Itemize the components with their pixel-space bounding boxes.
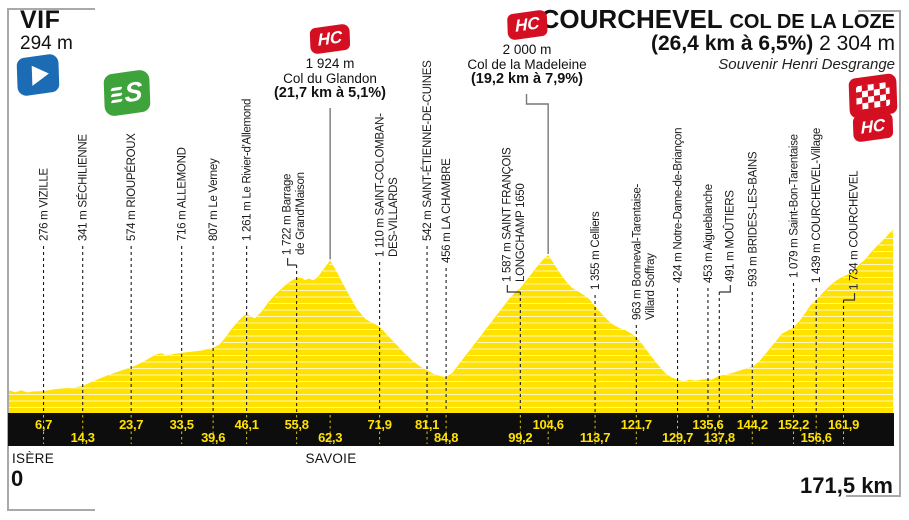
frame-bottom-right-stub xyxy=(846,495,901,497)
frame-left-vertical xyxy=(7,8,9,511)
waypoint-label: 593 m BRIDES-LES-BAINS xyxy=(747,151,759,287)
waypoint-elbow-connector xyxy=(506,285,521,293)
waypoint-elbow-connector xyxy=(843,293,856,301)
distance-label: 81,1 xyxy=(415,417,439,432)
waypoint-label: 1 734 m COURCHEVEL xyxy=(849,170,861,290)
waypoint-label: 1 079 m Saint-Bon-Tarentaise xyxy=(789,134,801,278)
start-town-title: VIF xyxy=(20,6,61,34)
waypoint-label: 963 m Bonneval-Tarentaise- xyxy=(631,184,643,320)
finish-climb-stats: (26,4 km à 6,5%) xyxy=(651,32,814,56)
glandon-annotation: HC 1 924 m Col du Glandon (21,7 km à 5,1… xyxy=(273,23,387,101)
region-label-savoie: SAVOIE xyxy=(305,451,357,466)
distance-label: 104,6 xyxy=(533,417,564,432)
waypoint-label: 542 m SAINT-ÉTIENNE-DE-CUINES xyxy=(421,60,434,241)
finish-climb-name: COL DE LA LOZE xyxy=(729,11,895,33)
distance-bar xyxy=(8,413,894,446)
finish-header: COURCHEVEL COL DE LA LOZE (26,4 km à 6,5… xyxy=(540,4,895,74)
distance-label: 6,7 xyxy=(35,417,52,432)
distance-label: 14,3 xyxy=(71,430,95,445)
finish-title-line: COURCHEVEL COL DE LA LOZE xyxy=(540,4,895,34)
distance-label: 156,6 xyxy=(801,430,832,445)
distance-label: 23,7 xyxy=(119,417,143,432)
finish-town: COURCHEVEL xyxy=(540,4,723,34)
finish-elevation: 2 304 m xyxy=(819,32,895,56)
distance-label: 144,2 xyxy=(737,417,768,432)
waypoint-elbow-connector xyxy=(719,285,731,293)
distance-label: 161,9 xyxy=(828,417,859,432)
waypoint-label: 456 m LA CHAMBRE xyxy=(441,158,453,263)
madeleine-hc-badge: HC xyxy=(506,9,548,41)
distance-label: 71,9 xyxy=(368,417,392,432)
waypoint-label: LONGCHAMP 1650 xyxy=(515,184,527,283)
distance-label: 33,5 xyxy=(170,417,194,432)
waypoint-label: 1 110 m SAINT-COLOMBAN- xyxy=(375,113,387,257)
distance-label: 152,2 xyxy=(778,417,809,432)
frame-top-right-stub xyxy=(858,10,901,12)
distance-label: 84,8 xyxy=(434,430,458,445)
waypoint-label: 574 m RIOUPÉROUX xyxy=(125,133,138,241)
madeleine-stats: (19,2 km à 7,9%) xyxy=(470,71,584,87)
elevation-area xyxy=(9,229,893,413)
distance-label: 99,2 xyxy=(508,430,532,445)
distance-label: 137,8 xyxy=(704,430,735,445)
waypoint-label: 341 m SÉCHILIENNE xyxy=(77,134,90,241)
glandon-name: Col du Glandon xyxy=(283,71,377,86)
start-elevation: 294 m xyxy=(20,33,73,54)
waypoint-label: 453 m Aigueblanche xyxy=(703,184,715,283)
waypoint-label: 1 439 m COURCHEVEL-Village xyxy=(811,128,823,283)
waypoint-label: 716 m ALLEMOND xyxy=(177,147,189,241)
madeleine-summit-connector xyxy=(525,94,549,254)
frame-bottom-left-stub xyxy=(7,509,95,511)
waypoint-label: DES-VILLARDS xyxy=(388,177,400,257)
glandon-hc-badge: HC xyxy=(309,23,351,55)
waypoint-label: 276 m VIZILLE xyxy=(39,168,51,241)
total-distance-label: 171,5 km xyxy=(800,473,893,498)
region-label-isere: ISÈRE xyxy=(12,451,55,466)
waypoint-label: 424 m Notre-Dame-de-Briançon xyxy=(673,128,685,283)
start-km-label: 0 xyxy=(11,466,24,491)
waypoint-label: 1 587 m SAINT FRANÇOIS xyxy=(501,147,513,282)
frame-right-vertical xyxy=(899,10,901,497)
glandon-elevation: 1 924 m xyxy=(305,56,355,71)
waypoint-label: 1 722 m Barrage xyxy=(282,174,294,255)
waypoint-label: Villard Soffray xyxy=(645,253,657,320)
distance-label: 55,8 xyxy=(285,417,309,432)
finish-tribute: Souvenir Henri Desgrange xyxy=(718,56,895,74)
finish-stats-line: (26,4 km à 6,5%) 2 304 m xyxy=(541,33,895,55)
distance-label: 113,7 xyxy=(580,430,610,445)
madeleine-annotation: HC 2 000 m Col de la Madeleine (19,2 km … xyxy=(467,9,587,87)
distance-label: 129,7 xyxy=(662,430,693,445)
waypoint-label: 1 261 m Le Rivier-d'Allemond xyxy=(242,99,254,241)
distance-label: 135,6 xyxy=(692,417,723,432)
frame-top-left-stub xyxy=(7,8,95,10)
waypoint-label: 1 355 m Celliers xyxy=(590,211,602,290)
distance-label: 39,6 xyxy=(201,430,225,445)
glandon-stats: (21,7 km à 5,1%) xyxy=(273,85,387,101)
waypoint-label: de Grand'Maison xyxy=(295,172,307,255)
waypoint-label: 807 m Le Verney xyxy=(208,158,220,241)
madeleine-name: Col de la Madeleine xyxy=(467,57,587,72)
waypoint-label: 491 m MOÛTIERS xyxy=(723,190,736,282)
distance-label: 121,7 xyxy=(621,417,652,432)
distance-label: 46,1 xyxy=(235,417,259,432)
distance-label: 62,3 xyxy=(318,430,342,445)
waypoint-elbow-connector xyxy=(287,258,297,266)
madeleine-elevation: 2 000 m xyxy=(502,42,552,57)
